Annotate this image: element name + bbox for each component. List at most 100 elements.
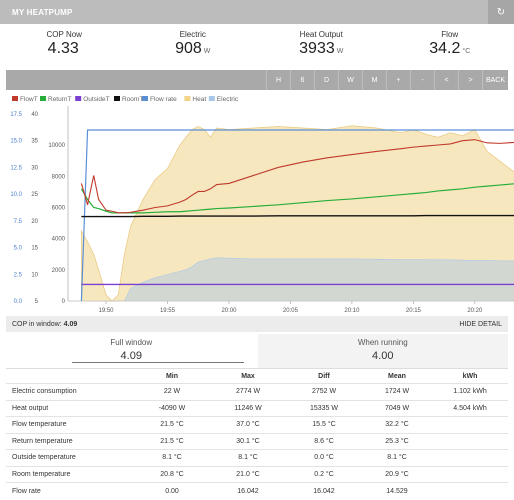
- cell-max: 37.0 °C: [210, 416, 286, 433]
- x-tick-label: 20:10: [344, 308, 360, 314]
- legend-label: Flow rate: [150, 96, 177, 103]
- cell-mean: 20.9 °C: [362, 465, 432, 483]
- legend-swatch: [12, 96, 18, 101]
- column-header: kWh: [432, 368, 508, 384]
- legend-swatch: [142, 96, 148, 101]
- legend-label: Heat: [192, 96, 206, 103]
- cell-diff: 15.5 °C: [286, 416, 362, 433]
- cell-kwh: [432, 416, 508, 433]
- pan-left-button[interactable]: <: [434, 70, 458, 90]
- cell-min: 0.00: [134, 482, 210, 499]
- legend-label: OutsideT: [83, 96, 109, 103]
- x-tick-label: 19:55: [160, 308, 176, 314]
- row-label: Return temperature: [6, 432, 134, 450]
- cell-diff: 2752 W: [286, 383, 362, 400]
- series-flowt-line: [80, 139, 514, 214]
- y-tick-power: 4000: [52, 237, 66, 243]
- cop-window-label: COP in window:: [12, 320, 62, 328]
- y-tick-flow: 0.0: [14, 299, 23, 305]
- cell-min: 21.5 °C: [134, 416, 210, 433]
- nav-6hour-button[interactable]: 6: [290, 70, 314, 90]
- stat-electric: Electric 908 W: [129, 24, 258, 70]
- cell-max: 16.042: [210, 482, 286, 499]
- full-window-value: 4.09: [120, 350, 142, 362]
- y-tick-flow: 12.5: [10, 165, 22, 171]
- nav-day-button[interactable]: D: [314, 70, 338, 90]
- cop-summary: Full window 4.09 When running 4.00: [6, 334, 508, 368]
- table-row: Flow rate 0.00 16.042 16.042 14.529: [6, 482, 508, 499]
- cell-diff: 0.0 °C: [286, 449, 362, 466]
- back-button[interactable]: BACK: [482, 70, 508, 90]
- stat-label: Flow: [441, 30, 459, 39]
- cell-kwh: [432, 432, 508, 450]
- cell-mean: 7049 W: [362, 399, 432, 417]
- stat-number: 908: [175, 40, 202, 57]
- when-running-label: When running: [357, 338, 408, 347]
- cell-min: 22 W: [134, 383, 210, 400]
- column-header: Mean: [362, 368, 432, 384]
- cell-min: 20.8 °C: [134, 465, 210, 483]
- stat-number: 3933: [299, 40, 335, 57]
- y-tick-power: 8000: [52, 174, 66, 180]
- series-returnt-line: [80, 183, 514, 214]
- table-row: Room temperature 20.8 °C 21.0 °C 0.2 °C …: [6, 465, 508, 483]
- cell-max: 8.1 °C: [210, 449, 286, 466]
- cell-mean: 8.1 °C: [362, 449, 432, 466]
- hide-detail-button[interactable]: HIDE DETAIL: [459, 320, 502, 328]
- y-tick-power: 0: [62, 299, 66, 305]
- row-label: Electric consumption: [6, 383, 134, 400]
- stat-unit: °C: [462, 48, 471, 55]
- y-tick-temp: 5: [35, 299, 39, 305]
- stat-label: COP Now: [46, 30, 82, 39]
- zoom-in-button[interactable]: +: [386, 70, 410, 90]
- live-stats: COP Now 4.33 Electric 908 W Heat Output 3…: [0, 24, 514, 70]
- heatpump-chart[interactable]: FlowT ReturnT OutsideT RoomT Flow rate Heat El…: [0, 92, 514, 316]
- time-nav-bar: H 6 D W M + - < > BACK: [6, 70, 508, 90]
- table-header-row: Min Max Diff Mean kWh: [6, 368, 508, 384]
- cop-window-text: COP in window: 4.09: [12, 321, 77, 328]
- column-header: Max: [210, 368, 286, 384]
- x-tick-label: 20:00: [221, 308, 237, 314]
- legend-label: Electric: [217, 96, 239, 103]
- cell-diff: 0.2 °C: [286, 465, 362, 483]
- cell-min: -4090 W: [134, 399, 210, 417]
- row-label: Heat output: [6, 399, 134, 417]
- cell-max: 21.0 °C: [210, 465, 286, 483]
- table-row: Heat output -4090 W 11246 W 15335 W 7049…: [6, 399, 508, 417]
- cell-diff: 8.6 °C: [286, 432, 362, 450]
- y-tick-temp: 20: [31, 219, 38, 225]
- refresh-icon[interactable]: ↻: [488, 0, 514, 24]
- y-tick-flow: 5.0: [14, 246, 23, 252]
- nav-hour-button[interactable]: H: [266, 70, 290, 90]
- zoom-out-button[interactable]: -: [410, 70, 434, 90]
- y-tick-flow: 17.5: [10, 112, 22, 118]
- cell-diff: 15335 W: [286, 399, 362, 417]
- x-tick-label: 20:20: [467, 308, 483, 314]
- legend-swatch: [40, 96, 46, 101]
- table-row: Flow temperature 21.5 °C 37.0 °C 15.5 °C…: [6, 416, 508, 433]
- y-tick-power: 10000: [48, 143, 65, 149]
- stat-flow: Flow 34.2 °C: [386, 24, 514, 70]
- cell-mean: 1724 W: [362, 383, 432, 400]
- legend-label: FlowT: [20, 96, 38, 103]
- stat-value: 34.2 °C: [386, 40, 514, 58]
- legend-swatch: [114, 96, 120, 101]
- row-label: Room temperature: [6, 465, 134, 483]
- nav-month-button[interactable]: M: [362, 70, 386, 90]
- stat-cop-now: COP Now 4.33: [0, 24, 129, 70]
- y-tick-temp: 35: [31, 139, 38, 145]
- stat-label: Heat Output: [299, 30, 343, 39]
- column-header: Min: [134, 368, 210, 384]
- cell-kwh: [432, 482, 508, 499]
- series-flow-rate-line: [80, 129, 514, 302]
- table-row: Electric consumption 22 W 2774 W 2752 W …: [6, 383, 508, 400]
- y-tick-flow: 7.5: [14, 219, 23, 225]
- legend-label: RoomT: [122, 96, 143, 103]
- row-label: Outside temperature: [6, 449, 134, 466]
- cell-kwh: 4.504 kWh: [432, 399, 508, 417]
- stat-value: 3933 W: [257, 40, 386, 58]
- selected-indicator: [72, 362, 244, 363]
- cell-max: 30.1 °C: [210, 432, 286, 450]
- nav-week-button[interactable]: W: [338, 70, 362, 90]
- pan-right-button[interactable]: >: [458, 70, 482, 90]
